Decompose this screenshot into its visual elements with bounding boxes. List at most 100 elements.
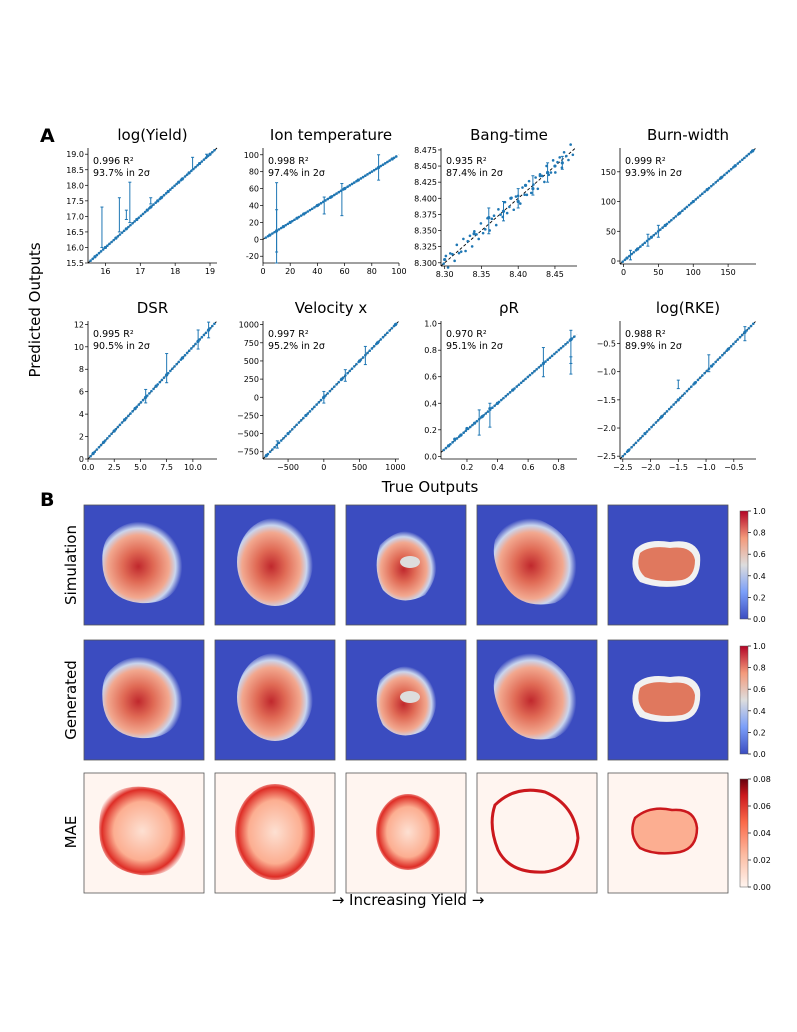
data-point: [359, 358, 363, 361]
row-label-simulation: Simulation: [62, 525, 80, 605]
data-point: [156, 383, 160, 386]
data-point: [137, 216, 141, 219]
data-point: [443, 257, 447, 262]
data-point: [512, 208, 516, 212]
y-tick-label: 750: [244, 339, 259, 348]
data-point: [538, 173, 542, 176]
data-point: [286, 432, 290, 436]
data-point: [194, 165, 197, 169]
data-point: [317, 203, 321, 206]
data-point: [556, 160, 559, 164]
colorbar-tick-label: 1.0: [753, 642, 766, 651]
data-point: [290, 219, 294, 223]
data-point: [368, 349, 372, 353]
y-tick-label: 0.0: [424, 452, 437, 461]
data-point: [293, 218, 296, 222]
data-point: [656, 419, 660, 422]
y-tick-label: 80: [249, 168, 259, 177]
data-point: [173, 184, 176, 188]
colorbar-tick-label: 0.06: [753, 802, 771, 811]
data-point: [148, 207, 151, 210]
data-point: [297, 215, 301, 219]
y-tick-label: 1.0: [424, 320, 437, 329]
data-point: [540, 174, 544, 178]
row-label-generated: Generated: [62, 660, 80, 740]
y-tick-label: 60: [249, 185, 259, 194]
data-point: [293, 425, 296, 429]
data-point: [114, 236, 118, 240]
data-point: [341, 376, 345, 379]
data-point: [183, 353, 187, 357]
data-point: [390, 157, 394, 161]
data-point: [740, 158, 744, 162]
coverage-annotation: 93.9% in 2σ: [625, 168, 682, 179]
data-point: [659, 228, 662, 231]
data-point: [122, 419, 126, 422]
data-point: [553, 164, 557, 168]
x-tick-label: 1000: [385, 463, 405, 472]
data-point: [464, 249, 467, 253]
data-point: [89, 259, 92, 263]
sim-notch-3: [400, 556, 420, 568]
x-tick-label: 8.40: [509, 270, 527, 279]
sim-blob-5: [638, 547, 695, 581]
data-point: [388, 329, 391, 332]
data-point: [187, 349, 191, 353]
y-tick-label: 15.5: [66, 259, 84, 268]
data-point: [333, 193, 336, 197]
data-point: [448, 252, 452, 255]
data-point: [554, 171, 557, 174]
data-point: [663, 224, 667, 228]
data-point: [453, 259, 456, 263]
data-point: [533, 369, 536, 373]
data-point: [194, 342, 197, 346]
data-point: [555, 350, 558, 354]
data-point: [208, 326, 212, 330]
y-tick-label: 8.475: [414, 146, 437, 155]
data-point: [442, 448, 446, 452]
panel-title: Bang-time: [470, 126, 548, 144]
x-tick-label: 10.0: [184, 463, 202, 472]
r2-annotation: 0.996 R²: [93, 156, 134, 167]
simulation-row: [83, 504, 749, 626]
data-point: [557, 348, 561, 352]
data-point: [482, 414, 485, 417]
data-point: [326, 197, 329, 201]
data-point: [692, 199, 695, 203]
data-point: [299, 214, 303, 217]
data-point: [499, 213, 502, 216]
x-tick-label: 100: [391, 267, 406, 276]
data-point: [171, 367, 174, 370]
data-point: [337, 190, 341, 194]
data-point: [553, 352, 556, 356]
data-point: [284, 434, 287, 438]
data-point: [264, 236, 268, 239]
data-point: [505, 211, 509, 215]
data-point: [352, 365, 356, 368]
data-point: [91, 257, 94, 261]
data-point: [315, 204, 318, 208]
mae-blob-1: [99, 786, 186, 876]
y-tick-label: 500: [244, 357, 259, 366]
colorbar-tick-label: 0.02: [753, 856, 771, 865]
data-point: [732, 342, 735, 346]
scatter-panel-7: ρR 0.2 0.4 0.6 0.8 0.0 0.2 0.4 0.6 0.8 1.0 0.970 R²…: [424, 299, 578, 472]
data-point: [177, 360, 181, 364]
x-tick-label: 8.35: [473, 270, 491, 279]
data-point: [264, 454, 268, 458]
data-point: [723, 351, 726, 355]
data-point: [95, 448, 99, 451]
data-point: [346, 185, 349, 189]
y-tick-label: 40: [249, 202, 259, 211]
data-point: [667, 407, 671, 411]
data-point: [712, 182, 715, 186]
mae-row: [83, 772, 749, 894]
data-point: [513, 387, 516, 390]
scatter-panel-8: log(RKE) −2.5 −2.0 −1.5 −1.0 −0.5 −2.5 −2.0 −1.5…: [597, 299, 757, 472]
data-point: [685, 389, 689, 393]
data-point: [643, 432, 647, 436]
r2-annotation: 0.935 R²: [446, 156, 487, 167]
data-point: [451, 441, 454, 444]
data-point: [143, 210, 147, 214]
data-point: [510, 196, 513, 200]
